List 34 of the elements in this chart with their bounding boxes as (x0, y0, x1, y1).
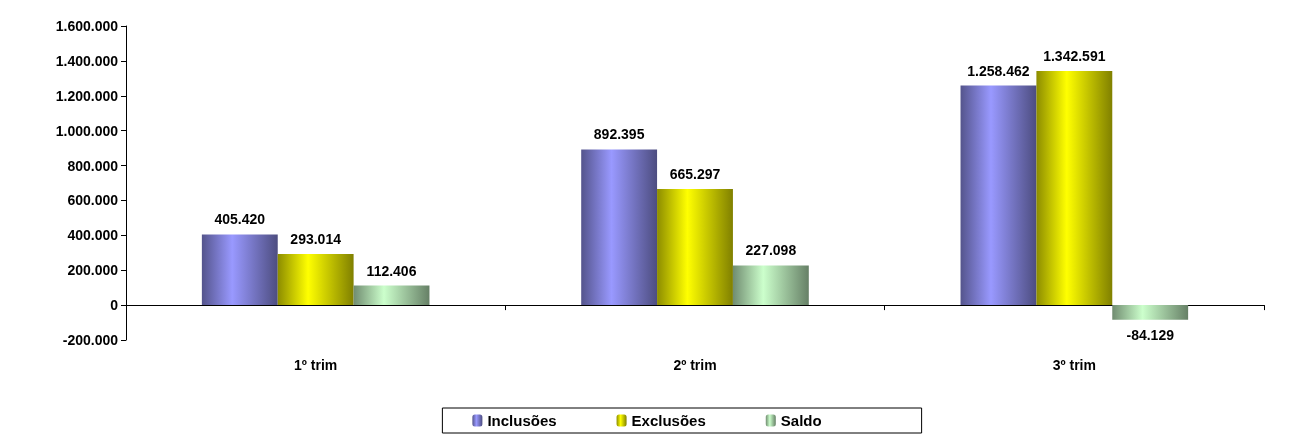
y-tick-label: 1.600.000 (55, 18, 119, 34)
bar (960, 85, 1037, 306)
x-tick-label: 2º trim (673, 357, 717, 373)
bar (1112, 305, 1189, 320)
bar (1036, 70, 1113, 306)
data-label: 227.098 (745, 242, 797, 259)
legend-label: Exclusões (631, 412, 706, 429)
bar (657, 189, 733, 306)
x-tick-label: 3º trim (1052, 357, 1096, 373)
y-tick-label: 1.400.000 (55, 52, 119, 69)
y-tick-label: 0 (110, 297, 119, 314)
legend-label: Saldo (780, 412, 822, 429)
y-tick-label: -200.000 (62, 332, 119, 348)
data-label: 1.342.591 (1043, 47, 1106, 64)
data-label: 293.014 (290, 231, 342, 247)
y-tick-label: 1.200.000 (55, 87, 119, 104)
data-label: 405.420 (214, 211, 266, 228)
data-label: 665.297 (669, 166, 721, 183)
bar (581, 149, 658, 306)
x-tick-label: 1º trim (294, 357, 338, 373)
data-label: 1.258.462 (967, 62, 1030, 79)
legend-label: Inclusões (487, 412, 557, 429)
bar (277, 254, 354, 306)
data-label: 892.395 (593, 126, 645, 143)
y-tick-label: 800.000 (67, 157, 119, 174)
bar (353, 285, 430, 306)
y-tick-label: 600.000 (67, 192, 119, 209)
y-tick-label: 200.000 (67, 262, 119, 279)
data-label: -84.129 (1126, 326, 1175, 343)
bar (732, 265, 809, 306)
bar (201, 234, 278, 306)
y-tick-label: 1.000.000 (55, 122, 119, 139)
data-label: 112.406 (366, 262, 417, 279)
y-tick-label: 400.000 (67, 227, 119, 244)
